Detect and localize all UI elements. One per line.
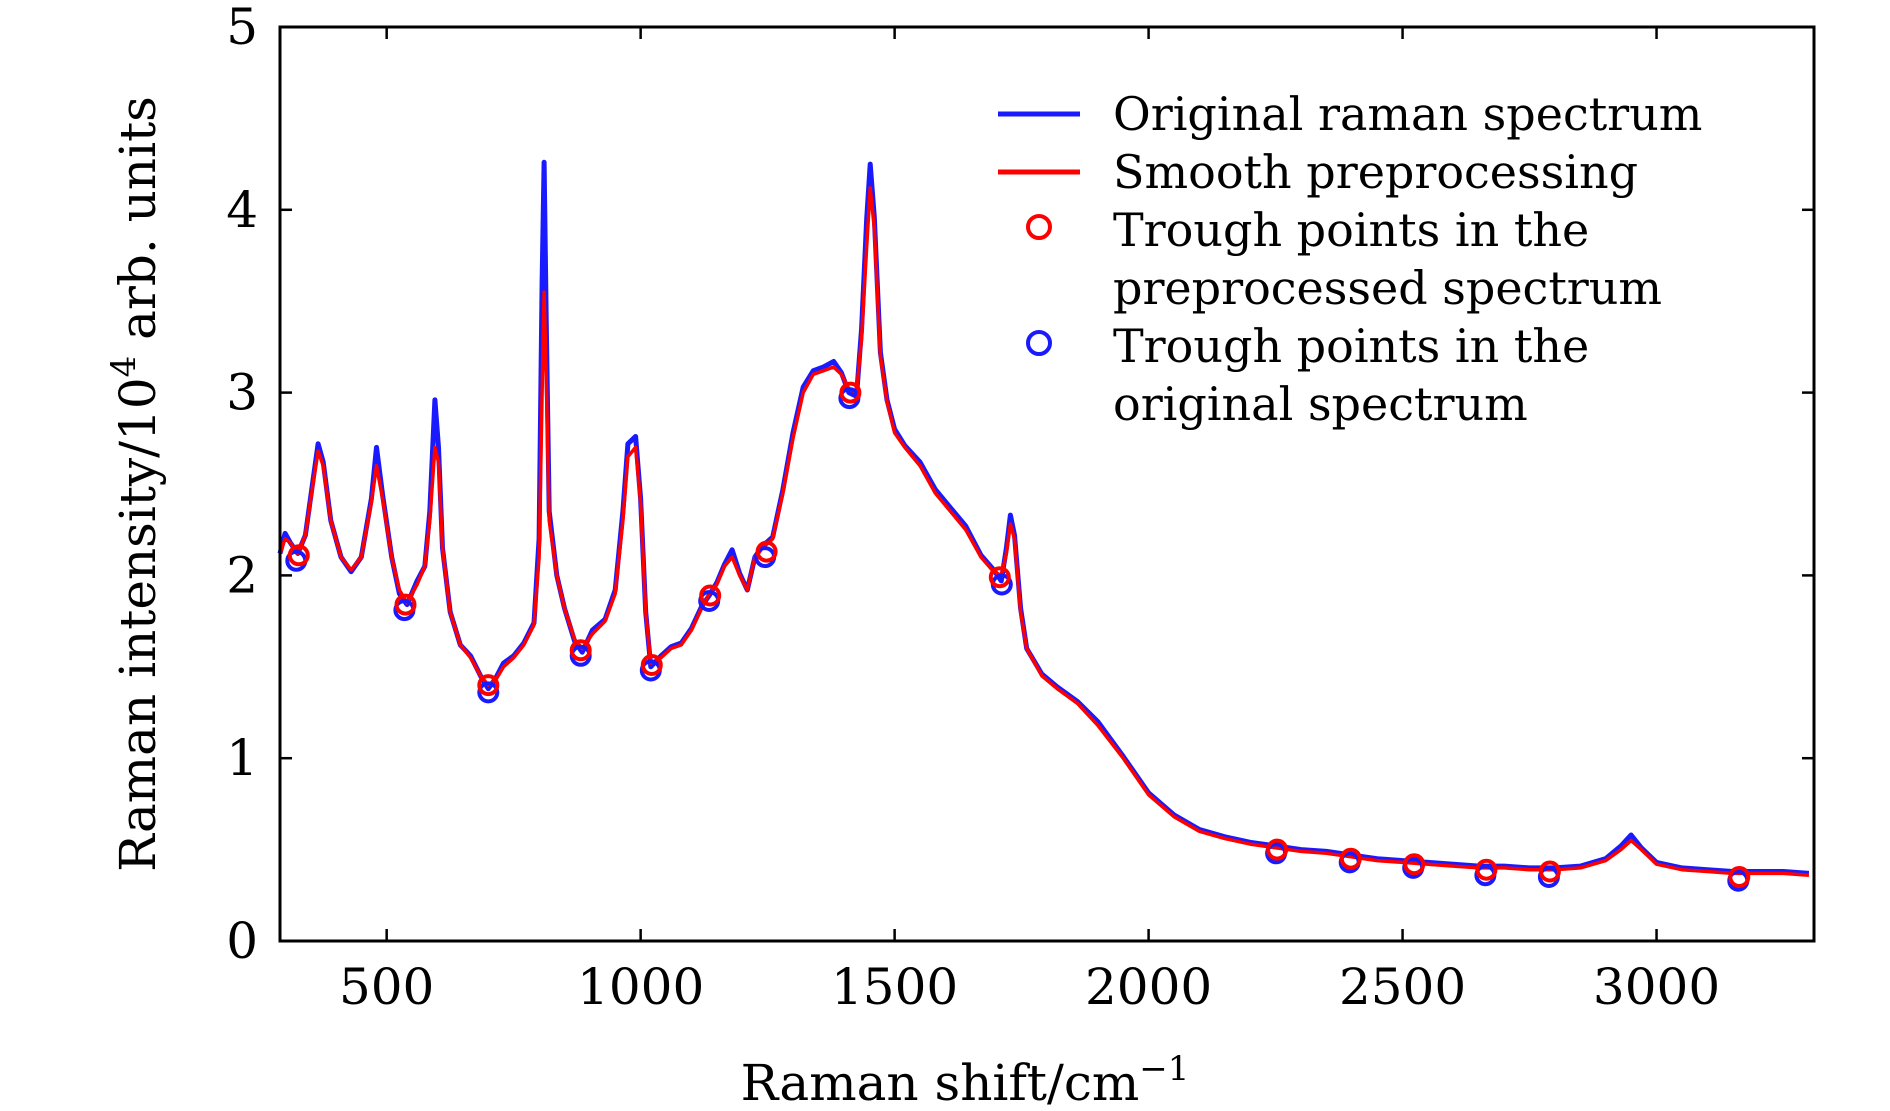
legend-symbol-trough_pre: [1026, 214, 1052, 240]
y-axis-title: Raman intensity/104 arb. units: [104, 96, 167, 872]
y-axis-title-superscript: 4: [104, 356, 144, 378]
legend-marker-trough_orig: [1026, 330, 1052, 356]
marker-trough_pre-12: [1475, 858, 1498, 881]
y-tick-label-3: 3: [226, 364, 258, 422]
plot-frame: [278, 25, 1816, 943]
x-tick-label-3: 2000: [1085, 958, 1212, 1016]
marker-trough_pre-9: [1266, 838, 1289, 861]
x-tick-label-2: 1500: [831, 958, 958, 1016]
marker-trough_pre-3: [569, 639, 592, 662]
marker-trough_orig-2: [477, 681, 500, 704]
x-tick-label-1: 1000: [577, 958, 704, 1016]
y-axis-ticks: 0 1 2 3 4 5: [226, 0, 1814, 970]
y-tick-label-1: 1: [226, 729, 258, 787]
marker-trough_pre-7: [839, 381, 862, 404]
x-axis-title-superscript: −1: [1139, 1049, 1189, 1089]
legend-label-trough_orig-line0: Trough points in the: [1113, 319, 1589, 373]
y-tick-label-5: 5: [226, 0, 258, 56]
marker-trough_pre-11: [1403, 853, 1426, 876]
legend-label-smooth: Smooth preprocessing: [1113, 145, 1638, 199]
marker-trough_pre-4: [640, 654, 663, 676]
y-tick-label-2: 2: [226, 546, 258, 604]
marker-trough_pre-8: [988, 566, 1011, 589]
marker-trough_pre-5: [699, 584, 722, 607]
marker-trough_pre-10: [1339, 847, 1362, 870]
marker-layer: [285, 381, 1751, 892]
y-axis-title-main: Raman intensity/10: [109, 377, 167, 871]
x-axis-ticks: 500 1000 1500 2000 2500 3000: [339, 27, 1720, 1016]
y-axis-title-units: arb. units: [109, 96, 167, 356]
x-tick-label-5: 3000: [1593, 958, 1720, 1016]
marker-trough_pre-1: [394, 593, 417, 616]
marker-trough_pre-2: [477, 674, 500, 697]
marker-trough_pre-0: [287, 544, 310, 567]
y-tick-label-4: 4: [226, 181, 258, 239]
legend-label-trough_orig-line1: original spectrum: [1113, 377, 1528, 431]
legend-label-trough_pre-line0: Trough points in the: [1113, 203, 1589, 257]
marker-trough_pre-14: [1728, 866, 1751, 888]
marker-trough_pre-13: [1538, 860, 1561, 883]
legend-label-original: Original raman spectrum: [1113, 87, 1702, 141]
y-tick-label-0: 0: [226, 912, 258, 970]
x-tick-label-4: 2500: [1339, 958, 1466, 1016]
x-tick-label-0: 500: [339, 958, 434, 1016]
legend-symbol-trough_orig: [1026, 330, 1052, 356]
x-axis-title: Raman shift/cm−1: [741, 1049, 1190, 1111]
x-axis-title-main: Raman shift/cm: [741, 1054, 1140, 1111]
legend-marker-trough_pre: [1026, 214, 1052, 240]
marker-trough_pre-6: [755, 540, 778, 563]
legend-label-trough_pre-line1: preprocessed spectrum: [1113, 261, 1662, 315]
